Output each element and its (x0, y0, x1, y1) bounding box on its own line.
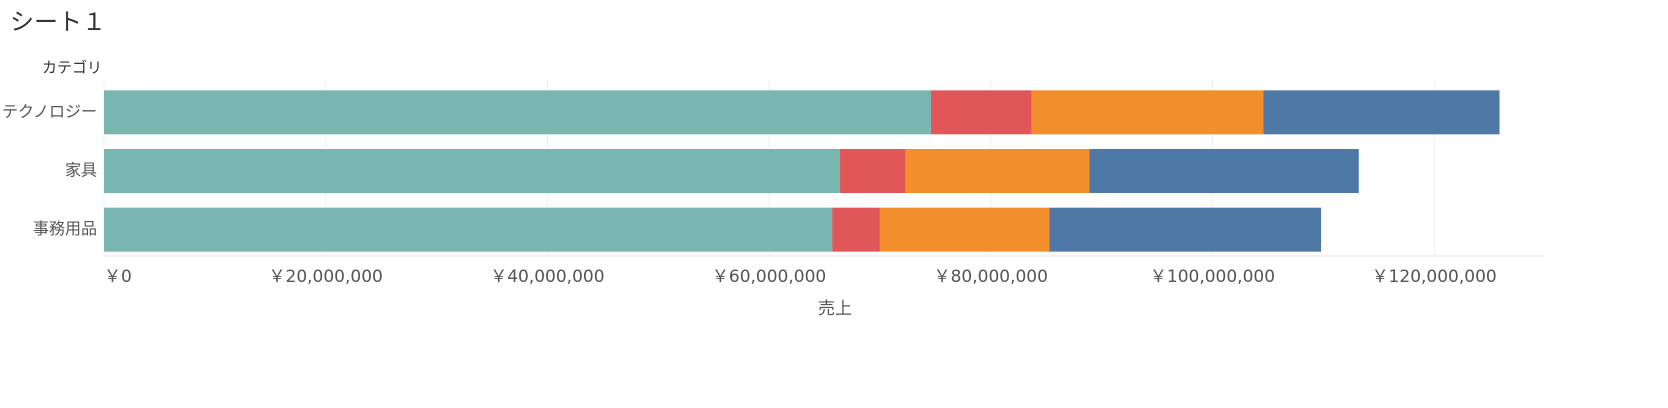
bar-segment (905, 149, 1090, 193)
x-tick-label: ￥60,000,000 (712, 267, 826, 287)
bar-segment (879, 207, 1050, 252)
category-header: カテゴリ (42, 59, 102, 77)
y-tick-label: 事務用品 (33, 219, 97, 238)
bar-segment (104, 207, 833, 252)
x-axis-title: 売上 (818, 299, 852, 319)
bar-segment (104, 149, 841, 193)
x-tick-label: ￥20,000,000 (269, 267, 383, 287)
y-tick-label: テクノロジー (2, 102, 97, 121)
x-tick-label: ￥80,000,000 (934, 267, 1048, 287)
bar-segment (104, 90, 931, 135)
x-tick-label: ￥120,000,000 (1372, 267, 1497, 287)
chart-title: シート１ (10, 8, 106, 36)
bar-segment (930, 90, 1032, 135)
bar-segment (832, 207, 880, 252)
x-tick-label: ￥0 (104, 267, 132, 287)
x-tick-label: ￥100,000,000 (1150, 267, 1275, 287)
bar-segment (1049, 207, 1322, 252)
bar-segment (1031, 90, 1264, 135)
bar-segment (1089, 149, 1359, 193)
bar-segment (840, 149, 906, 193)
y-tick-label: 家具 (65, 161, 97, 180)
bar-segment (1263, 90, 1500, 135)
x-tick-label: ￥40,000,000 (490, 267, 604, 287)
